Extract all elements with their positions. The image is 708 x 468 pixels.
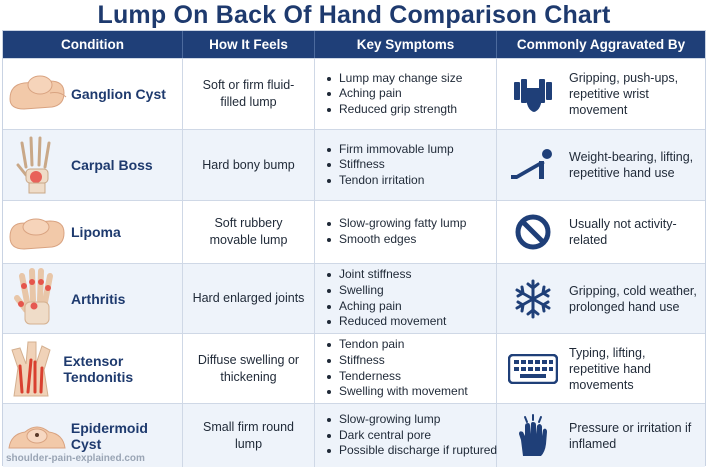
- page-title: Lump On Back Of Hand Comparison Chart: [97, 1, 611, 29]
- symptom-list: Joint stiffness Swelling Aching pain Red…: [325, 267, 446, 329]
- symptom-item: Lump may change size: [325, 71, 462, 87]
- pressing-hand-icon: [497, 413, 569, 458]
- aggravated-text: Usually not activity-related: [569, 217, 677, 247]
- header-aggravated-by: Commonly Aggravated By: [516, 37, 686, 52]
- symptom-item: Tendon irritation: [325, 173, 454, 189]
- tendons-illustration: [3, 334, 63, 403]
- feel-text: Small firm round lump: [183, 404, 315, 467]
- symptom-item: Reduced grip strength: [325, 102, 462, 118]
- header-condition: Condition: [3, 31, 183, 58]
- condition-name: Carpal Boss: [71, 157, 153, 173]
- symptom-list: Slow-growing lump Dark central pore Poss…: [325, 412, 497, 459]
- header-how-it-feels: How It Feels: [183, 31, 315, 58]
- aggravated-text: Gripping, cold weather, prolonged hand u…: [569, 283, 697, 314]
- condition-name: Lipoma: [71, 224, 121, 240]
- snowflake-icon: [497, 279, 569, 319]
- hand-bones-illustration: [3, 130, 71, 200]
- header-key-symptoms: Key Symptoms: [315, 31, 497, 58]
- push-up-icon: [497, 147, 569, 183]
- aggravated-text: Gripping, push-ups, repetitive wrist mov…: [569, 71, 679, 117]
- table-row: Epidermoid Cyst Small firm round lump Sl…: [3, 403, 705, 467]
- table-row: Lipoma Soft rubbery movable lump Slow-gr…: [3, 200, 705, 263]
- table-row: Carpal Boss Hard bony bump Firm immovabl…: [3, 129, 705, 200]
- feel-text: Soft rubbery movable lump: [183, 201, 315, 263]
- symptom-list: Slow-growing fatty lump Smooth edges: [325, 216, 466, 247]
- symptom-item: Smooth edges: [325, 232, 466, 248]
- symptom-item: Reduced movement: [325, 314, 446, 330]
- symptom-item: Dark central pore: [325, 428, 497, 444]
- symptom-item: Firm immovable lump: [325, 142, 454, 158]
- symptom-item: Aching pain: [325, 86, 462, 102]
- skin-cyst-illustration: [3, 404, 71, 467]
- feel-text: Hard enlarged joints: [183, 264, 315, 333]
- symptom-item: Tendon pain: [325, 337, 468, 353]
- prohibited-icon: [497, 213, 569, 251]
- symptom-list: Firm immovable lump Stiffness Tendon irr…: [325, 142, 454, 189]
- symptom-item: Stiffness: [325, 353, 468, 369]
- comparison-table: Condition How It Feels Key Symptoms Comm…: [2, 30, 706, 467]
- hand-lump-illustration: [3, 201, 71, 263]
- footer-watermark: shoulder-pain-explained.com: [6, 453, 145, 464]
- symptom-item: Joint stiffness: [325, 267, 446, 283]
- table-row: Extensor Tendonitis Diffuse swelling or …: [3, 333, 705, 403]
- aggravated-text: Typing, lifting, repetitive hand movemen…: [569, 345, 652, 392]
- symptom-item: Swelling with movement: [325, 384, 468, 400]
- symptom-list: Tendon pain Stiffness Tenderness Swellin…: [325, 337, 468, 399]
- condition-name: Epidermoid Cyst: [70, 419, 148, 452]
- feel-text: Soft or firm fluid-filled lump: [183, 59, 315, 129]
- keyboard-icon: [497, 353, 569, 384]
- hand-lump-illustration: [3, 59, 71, 129]
- symptom-item: Aching pain: [325, 299, 446, 315]
- feel-text: Hard bony bump: [183, 130, 315, 200]
- symptom-item: Swelling: [325, 283, 446, 299]
- table-row: Arthritis Hard enlarged joints Joint sti…: [3, 263, 705, 333]
- symptom-item: Slow-growing lump: [325, 412, 497, 428]
- feel-text: Diffuse swelling or thickening: [183, 334, 315, 403]
- symptom-item: Stiffness: [325, 157, 454, 173]
- table-row: Ganglion Cyst Soft or firm fluid-filled …: [3, 58, 705, 129]
- aggravated-text: Weight-bearing, lifting, repetitive hand…: [569, 150, 694, 180]
- symptom-item: Slow-growing fatty lump: [325, 216, 466, 232]
- aggravated-text: Pressure or irritation if inflamed: [569, 420, 692, 451]
- table-header: Condition How It Feels Key Symptoms Comm…: [3, 31, 705, 58]
- condition-name: Arthritis: [71, 290, 126, 307]
- condition-name: Ganglion Cyst: [71, 86, 166, 102]
- inflamed-joints-illustration: [3, 264, 71, 333]
- dumbbell-grip-icon: [497, 74, 569, 114]
- symptom-item: Possible discharge if ruptured: [325, 443, 497, 459]
- condition-name: Extensor Tendonitis: [63, 352, 134, 385]
- symptom-item: Tenderness: [325, 369, 468, 385]
- symptom-list: Lump may change size Aching pain Reduced…: [325, 71, 462, 118]
